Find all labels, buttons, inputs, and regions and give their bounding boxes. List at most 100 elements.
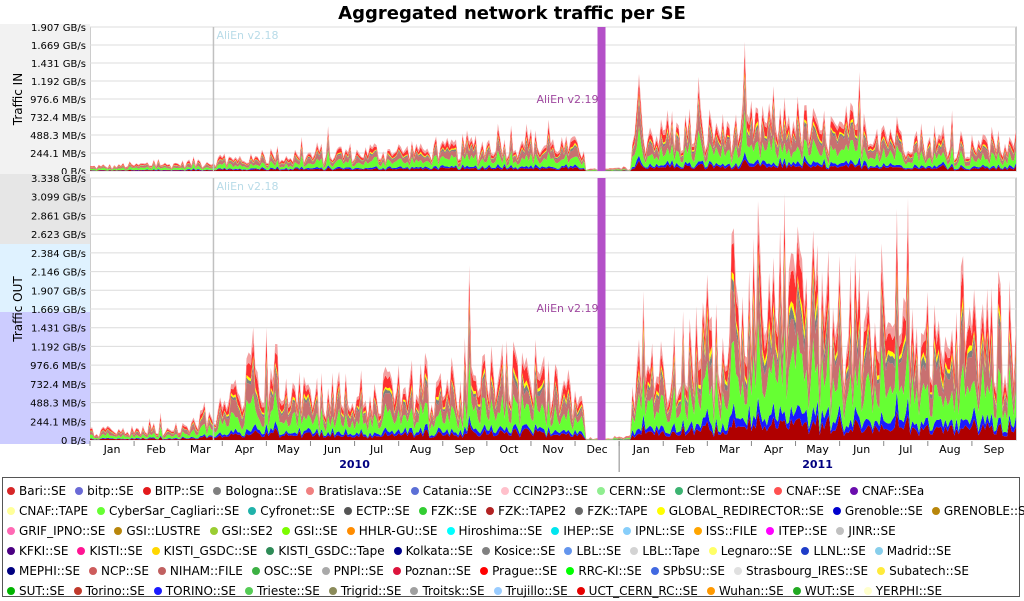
series-area xyxy=(90,253,1016,440)
legend-label: Torino::SE xyxy=(85,584,145,598)
chart-title: Aggregated network traffic per SE xyxy=(338,3,686,24)
series-area xyxy=(90,159,1016,171)
legend-label: CNAF::SEa xyxy=(862,484,925,498)
x-tick-label: Feb xyxy=(676,443,695,456)
legend-swatch-icon xyxy=(344,507,352,515)
legend-swatch-icon xyxy=(248,507,257,515)
y-tick-label: 244.1 MB/s xyxy=(30,417,86,428)
legend-item: CERN::SE xyxy=(597,484,666,498)
legend-item: bitp::SE xyxy=(75,484,134,498)
legend-item: YERPHI::SE xyxy=(863,584,942,598)
legend-label: IPNL::SE xyxy=(635,524,685,538)
legend-label: CyberSar_Cagliari::SE xyxy=(109,504,240,518)
x-tick-label: Feb xyxy=(146,443,165,456)
legend-label: Troitsk::SE xyxy=(422,584,485,598)
series-area xyxy=(90,193,1016,440)
legend-swatch-icon xyxy=(306,487,315,495)
legend-swatch-icon xyxy=(480,567,489,575)
panel-out: 3.338 GB/s 3.099 GB/s 2.861 GB/s 2.623 GB/s… xyxy=(0,174,1017,447)
legend-item: TORINO::SE xyxy=(153,584,236,598)
series-area xyxy=(90,53,1016,171)
legend-item: SPbSU::SE xyxy=(650,564,725,578)
legend-item: CNAF::SEa xyxy=(850,484,924,498)
legend-item: CNAF::SE xyxy=(774,484,841,498)
legend-label: FZK::TAPE xyxy=(587,504,648,518)
legend-item: Kolkata::SE xyxy=(393,544,473,558)
legend-row: MEPHI::SE NCP::SE NIHAM::FILE OSC::SE PNPI::… xyxy=(7,561,1015,581)
legend-item: ECTP::SE xyxy=(344,504,410,518)
legend-swatch-icon xyxy=(321,567,330,575)
legend-label: GRENOBLE::SE xyxy=(943,504,1024,518)
legend-item: Bologna::SE xyxy=(213,484,297,498)
y-tick-label: 0 B/s xyxy=(61,436,86,447)
legend-label: GRIF_IPNO::SE xyxy=(19,524,106,538)
x-tick-label: Jul xyxy=(369,443,383,456)
x-tick-label: Jan xyxy=(103,443,121,456)
legend-item: Legnaro::SE xyxy=(708,544,792,558)
legend-label: bitp::SE xyxy=(87,484,134,498)
series-area xyxy=(90,84,1016,171)
legend-swatch-icon xyxy=(650,567,659,575)
legend-label: Kolkata::SE xyxy=(405,544,473,558)
legend-item: Wuhan::SE xyxy=(706,584,784,598)
legend-swatch-icon xyxy=(266,547,275,555)
legend-label: ITEP::SE xyxy=(778,524,828,538)
y-tick-label: 2.861 GB/s xyxy=(31,211,86,222)
legend-item: GSI::SE2 xyxy=(209,524,273,538)
legend-swatch-icon xyxy=(7,487,15,495)
legend-label: HHLR-GU::SE xyxy=(358,524,438,538)
legend-swatch-icon xyxy=(142,487,151,495)
y-axis-label: Traffic IN xyxy=(11,73,25,126)
legend-item: MEPHI::SE xyxy=(7,564,80,578)
legend-label: Bologna::SE xyxy=(225,484,298,498)
legend-row: SUT::SE Torino::SE TORINO::SE Trieste::SE Tr… xyxy=(7,581,1015,601)
y-tick-label: 244.1 MB/s xyxy=(30,149,86,160)
legend-swatch-icon xyxy=(734,567,742,575)
x-tick-label: Dec xyxy=(586,443,607,456)
legend-label: Hiroshima::SE xyxy=(458,524,543,538)
annotation-label: AliEn v2.18 xyxy=(216,29,278,42)
legend-label: GLOBAL_REDIRECTOR::SE xyxy=(668,504,824,518)
legend-swatch-icon xyxy=(931,507,940,515)
annotation-line xyxy=(597,178,606,440)
x-tick-label: May xyxy=(277,443,300,456)
legend-label: Kosice::SE xyxy=(493,544,556,558)
y-tick-label: 3.099 GB/s xyxy=(31,193,86,204)
legend-item: PNPI::SE xyxy=(321,564,384,578)
legend-item: GLOBAL_REDIRECTOR::SE xyxy=(656,504,824,518)
legend-item: Bratislava::SE xyxy=(306,484,402,498)
legend-label: FZK::TAPE2 xyxy=(498,504,567,518)
legend-swatch-icon xyxy=(630,547,639,555)
legend-swatch-icon xyxy=(575,507,584,515)
x-tick-label: Aug xyxy=(939,443,960,456)
legend-swatch-icon xyxy=(282,527,291,535)
legend-label: Catania::SE xyxy=(422,484,493,498)
legend-swatch-icon xyxy=(551,527,560,535)
legend-item: LLNL::SE xyxy=(801,544,866,558)
legend-swatch-icon xyxy=(486,507,495,515)
series-areas xyxy=(90,41,1016,171)
legend-swatch-icon xyxy=(597,487,606,495)
legend-swatch-icon xyxy=(7,587,15,595)
legend-item: Poznan::SE xyxy=(392,564,472,578)
series-area xyxy=(90,110,1016,171)
y-tick-label: 0 B/s xyxy=(61,167,86,178)
legend-item: GSI::SE xyxy=(282,524,338,538)
legend-swatch-icon xyxy=(410,587,419,595)
legend-swatch-icon xyxy=(153,587,162,595)
legend-item: JINR::SE xyxy=(836,524,896,538)
legend-swatch-icon xyxy=(501,487,510,495)
y-tick-label: 1.431 GB/s xyxy=(31,59,86,70)
legend-item: SUT::SE xyxy=(7,584,65,598)
x-year-label: 2011 xyxy=(802,458,833,471)
legend-swatch-icon xyxy=(151,547,160,555)
legend-label: GSI::SE xyxy=(294,524,338,538)
legend-label: Poznan::SE xyxy=(404,564,472,578)
series-area xyxy=(90,410,1016,440)
y-tick-label: 2.384 GB/s xyxy=(31,249,86,260)
y-tick-label: 1.192 GB/s xyxy=(31,77,86,88)
x-tick-label: Jun xyxy=(852,443,870,456)
legend-swatch-icon xyxy=(346,527,355,535)
x-axis-band xyxy=(90,441,1016,473)
y-axis-band xyxy=(0,174,90,244)
